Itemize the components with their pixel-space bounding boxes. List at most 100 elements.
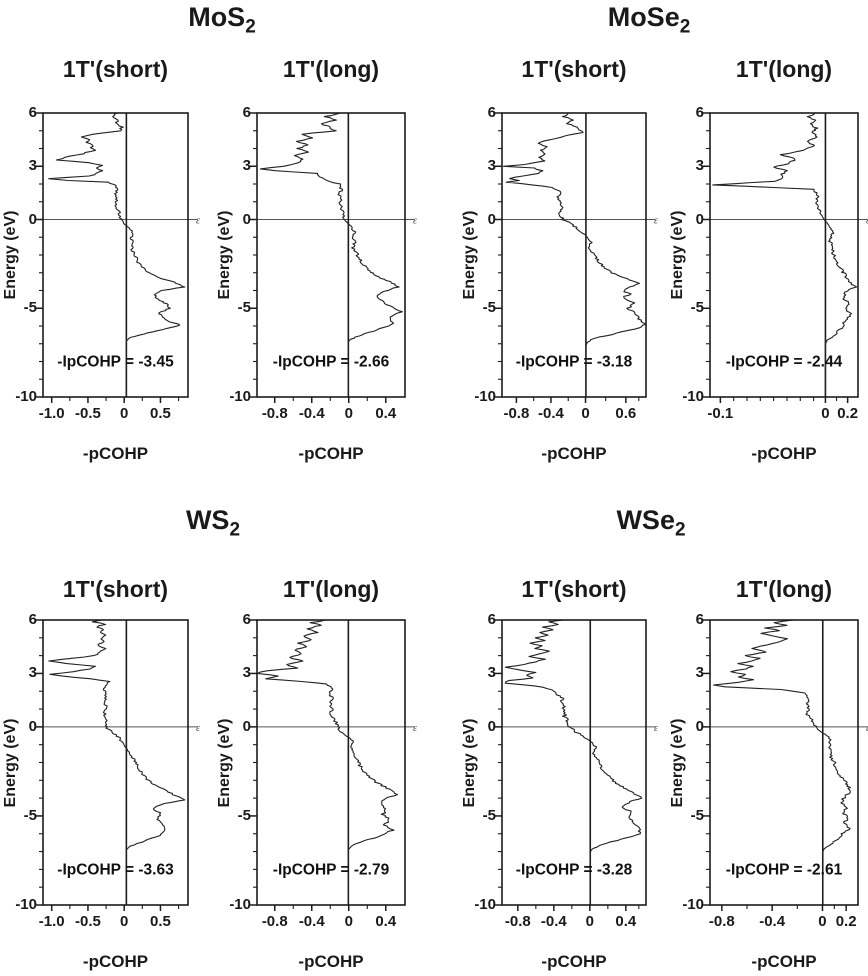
x-tick-label: 0 <box>821 405 830 422</box>
x-tick-label: -0.4 <box>298 405 325 422</box>
y-tick-label: 6 <box>695 104 704 121</box>
y-tick-label: 0 <box>487 717 496 735</box>
group-title-subscript: 2 <box>679 16 691 38</box>
x-tick-label: 0 <box>585 913 594 930</box>
x-tick-label: 0.5 <box>150 913 171 930</box>
ipcohp-annotation: -IpCOHP = -2.44 <box>726 354 843 371</box>
x-axis-label: -pCOHP <box>298 952 364 971</box>
x-tick-label: 0 <box>120 405 129 422</box>
fermi-level-marker: ε <box>654 723 658 734</box>
axes-box <box>501 112 647 398</box>
y-tick-label: 6 <box>487 611 496 628</box>
y-tick-label: 3 <box>487 664 496 682</box>
cohp-curve <box>712 619 851 905</box>
axes-box <box>256 112 406 398</box>
y-tick-label: 6 <box>242 104 251 121</box>
cohp-curve <box>48 619 186 905</box>
x-tick-label: -0.4 <box>298 913 325 930</box>
group-title-text: MoSe <box>607 2 680 32</box>
cohp-curve <box>256 619 398 905</box>
y-tick-label: 3 <box>28 664 37 682</box>
x-tick-label: -0.1 <box>707 405 734 422</box>
x-axis-label: -pCOHP <box>751 444 817 463</box>
group-title-wse2: WSe2 <box>571 505 731 541</box>
y-tick-label: -5 <box>482 806 496 824</box>
ipcohp-annotation: -IpCOHP = -3.45 <box>57 354 174 371</box>
group-title-text: MoS <box>188 2 246 32</box>
y-tick-label: -10 <box>15 896 37 913</box>
axes-box <box>42 619 189 906</box>
group-title-text: WSe <box>616 505 675 535</box>
x-tick-label: 0 <box>120 913 129 930</box>
group-title-text: WS <box>185 505 230 535</box>
y-tick-label: 6 <box>28 104 37 121</box>
y-tick-label: -10 <box>474 896 496 913</box>
x-tick-label: -0.8 <box>504 913 531 930</box>
y-tick-label: 3 <box>242 664 251 682</box>
subplot-title-4: 1T'(short) <box>62 576 169 602</box>
x-tick-label: 0 <box>581 405 590 422</box>
subplot-title-3: 1T'(long) <box>735 56 833 82</box>
x-axis-label: -pCOHP <box>82 952 149 971</box>
x-tick-label: -0.4 <box>540 913 567 930</box>
x-tick-label: 0.2 <box>837 405 859 422</box>
fermi-level-marker: ε <box>413 723 417 734</box>
x-tick-label: 0.4 <box>375 405 397 422</box>
x-axis-label: -pCOHP <box>541 444 607 463</box>
y-tick-label: -10 <box>682 388 704 405</box>
y-tick-label: -5 <box>23 806 37 824</box>
subplot-title-1: 1T'(long) <box>282 56 380 82</box>
plot-area-wse2-long: ε -IpCOHP = -2.61 <box>703 619 868 911</box>
y-tick-label: 0 <box>242 717 251 735</box>
x-tick-label: -0.8 <box>261 405 288 422</box>
x-tick-label: 0.2 <box>835 913 857 930</box>
fermi-level-marker: ε <box>196 723 200 734</box>
plot-area-wse2-short: ε -IpCOHP = -3.28 <box>495 619 658 911</box>
group-title-mos2: MoS2 <box>142 2 302 38</box>
axes-box <box>709 619 859 906</box>
subplot-title-5: 1T'(long) <box>282 576 380 602</box>
y-tick-label: 0 <box>487 210 496 228</box>
axes-box <box>256 619 406 906</box>
y-tick-label: 0 <box>695 717 704 735</box>
plot-area-ws2-short: ε -IpCOHP = -3.63 <box>36 619 200 911</box>
x-tick-label: 0.5 <box>150 405 171 422</box>
fermi-level-marker: ε <box>654 216 658 227</box>
group-title-subscript: 2 <box>245 16 256 38</box>
y-tick-label: 3 <box>487 157 496 175</box>
ipcohp-annotation: -IpCOHP = -2.79 <box>273 861 390 878</box>
x-tick-label: -1.0 <box>38 913 65 930</box>
cohp-curve <box>712 112 858 397</box>
y-tick-label: -5 <box>237 299 251 317</box>
axes-box <box>501 619 647 906</box>
subplot-title-7: 1T'(long) <box>735 576 833 602</box>
x-tick-label: 0.6 <box>615 405 637 422</box>
group-title-ws2: WS2 <box>133 505 293 541</box>
ipcohp-annotation: -IpCOHP = -2.66 <box>273 354 390 371</box>
fermi-level-marker: ε <box>413 216 417 227</box>
x-tick-label: -0.4 <box>538 405 564 422</box>
y-tick-label: -10 <box>474 388 496 405</box>
subplot-title-0: 1T'(short) <box>62 56 169 82</box>
ipcohp-annotation: -IpCOHP = -2.61 <box>726 861 843 878</box>
x-tick-label: 0 <box>344 405 353 422</box>
x-axis-label: -pCOHP <box>82 444 149 463</box>
x-axis-label: -pCOHP <box>298 444 364 463</box>
cohp-curve <box>504 619 643 905</box>
y-tick-label: -5 <box>237 806 251 824</box>
x-tick-label: 0 <box>818 913 827 930</box>
subplot-title-2: 1T'(short) <box>521 56 627 82</box>
y-tick-label: 6 <box>487 104 496 121</box>
y-tick-label: 6 <box>695 611 704 628</box>
x-tick-label: 0.4 <box>615 913 637 930</box>
y-tick-label: 0 <box>28 717 37 735</box>
y-tick-label: -10 <box>15 388 37 405</box>
cohp-curve <box>259 112 403 397</box>
y-tick-label: -5 <box>690 299 704 317</box>
ipcohp-annotation: -IpCOHP = -3.63 <box>57 861 174 878</box>
x-axis-label: -pCOHP <box>541 952 607 971</box>
y-tick-label: -5 <box>23 299 37 317</box>
x-tick-label: -0.8 <box>708 913 735 930</box>
plot-area-mose2-long: ε -IpCOHP = -2.44 <box>703 112 868 403</box>
